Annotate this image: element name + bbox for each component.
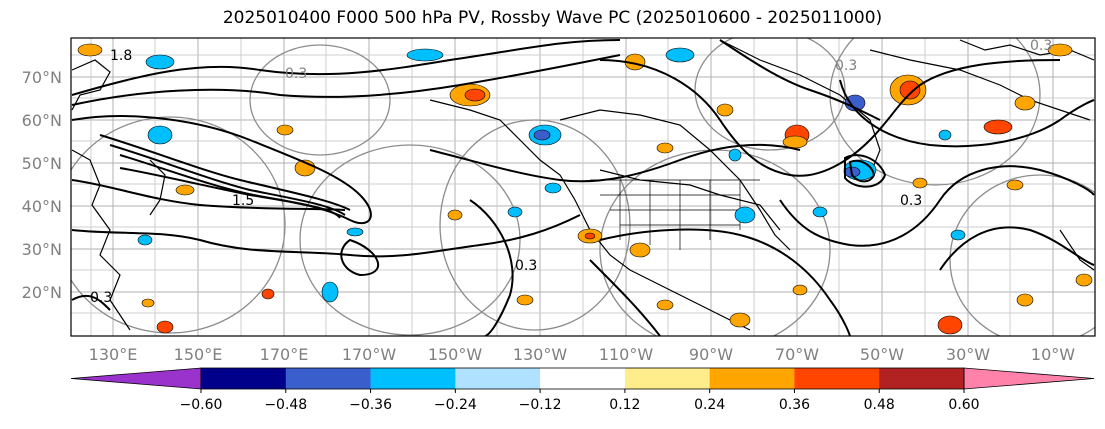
lon-label: 170°W [342,345,397,364]
colorbar-swatch [285,368,372,389]
colorbar-frame [200,367,965,390]
lat-label: 30°N [22,240,62,259]
contour-label: 0.3 [285,66,307,82]
lon-label: 150°W [428,345,483,364]
lon-label: 170°E [260,345,309,364]
contour-label: 1.5 [232,193,254,209]
colorbar-tick-label: 0.24 [694,397,725,413]
map-frame [70,37,1096,337]
contour-label: 0.3 [90,290,112,306]
colorbar-swatch [370,368,456,389]
lon-label: 110°W [599,345,654,364]
coastlines [71,39,1095,331]
latitude-axis: 70°N 60°N 50°N 40°N 30°N 20°N [22,68,62,302]
lon-label: 90°W [689,345,733,364]
colorbar-swatch [201,368,287,389]
pv-contours [71,39,1095,336]
lon-label: 130°E [89,345,138,364]
colorbar-swatch [624,368,711,389]
colorbar-tick-label: −0.12 [519,397,562,413]
colorbar-tick-label: 0.12 [609,397,640,413]
lon-label: 130°W [513,345,568,364]
lon-label: 70°W [775,345,819,364]
colorbar-swatch [794,368,880,389]
colorbar-tick-label: −0.60 [180,397,223,413]
contour-labels: 1.8 0.3 1.5 0.3 0.3 0.3 0.3 0.3 [90,38,1052,306]
contour-label: 1.8 [110,48,132,64]
lat-label: 70°N [22,68,62,87]
colorbar-extend-low [70,367,202,390]
lat-label: 60°N [22,111,62,130]
colorbar-extend-high [963,367,1095,390]
colorbar-tick-label: −0.36 [349,397,392,413]
contour-label: 0.3 [900,193,922,209]
contour-label: 0.3 [1030,38,1052,54]
colorbar-tick-label: −0.24 [434,397,477,413]
lat-label: 40°N [22,197,62,216]
lon-label: 10°W [1031,345,1075,364]
lon-label: 150°E [174,345,223,364]
colorbar-swatch [879,368,965,389]
gridlines [71,38,1095,336]
longitude-axis: 130°E 150°E 170°E 170°W 150°W 130°W 110°… [89,345,1076,364]
colorbar-tick-label: −0.48 [264,397,307,413]
lat-label: 50°N [22,154,62,173]
lat-label: 20°N [22,283,62,302]
colorbar-swatch [455,368,541,389]
map-title: 2025010400 F000 500 hPa PV, Rossby Wave … [222,8,883,28]
colorbar-tick-label: 0.60 [948,397,979,413]
lon-label: 50°W [860,345,904,364]
colorbar-tick-label: 0.36 [779,397,810,413]
contour-label: 0.3 [515,258,537,274]
map-panel: 1.8 0.3 1.5 0.3 0.3 0.3 0.3 0.3 [71,38,1095,336]
pv-anomaly-shading [77,43,1093,335]
contour-label: 0.3 [835,58,857,74]
colorbar-tick-label: 0.48 [864,397,895,413]
colorbar: −0.60 −0.48 −0.36 −0.24 −0.12 0.12 0.24 0.36 0.4… [70,367,1095,413]
lon-label: 30°W [946,345,990,364]
colorbar-swatch [709,368,795,389]
colorbar-swatch [540,368,626,389]
